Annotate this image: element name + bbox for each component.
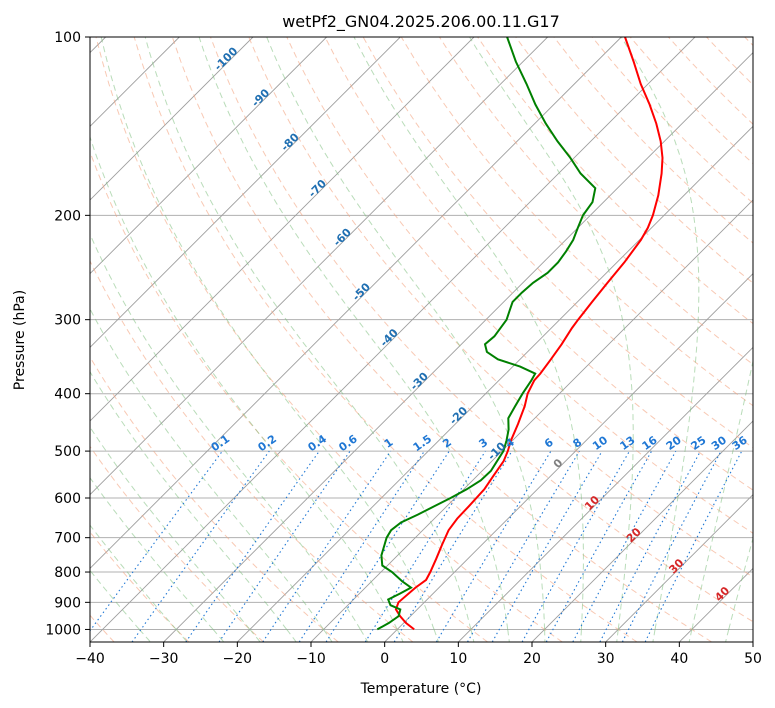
mixing-ratio-line bbox=[572, 450, 677, 642]
moist-adiabat-line bbox=[144, 37, 472, 630]
y-tick-label: 300 bbox=[54, 313, 81, 329]
moist-adiabat-line bbox=[266, 37, 546, 630]
plot-frame bbox=[89, 36, 754, 643]
y-tick-label: 900 bbox=[54, 595, 81, 611]
isotherm-line bbox=[90, 37, 696, 642]
moist-adiabat-line bbox=[90, 370, 288, 630]
moist-adiabat-line bbox=[353, 37, 584, 630]
y-tick-label: 1000 bbox=[45, 622, 81, 638]
y-tick-label: 500 bbox=[54, 444, 81, 460]
mixing-ratio-line bbox=[435, 450, 552, 642]
isotherm-line bbox=[90, 37, 254, 201]
moist-adiabat-line bbox=[212, 629, 225, 642]
x-axis: −40 −30 −20 −10 0 10 20 30 40 50 bbox=[75, 642, 762, 667]
moist-adiabat-line bbox=[396, 629, 404, 642]
mixing-ratio-line bbox=[185, 450, 320, 642]
moist-adiabat-line bbox=[90, 135, 398, 630]
mixing-ratio-line bbox=[325, 450, 450, 642]
moist-adiabat-line bbox=[90, 308, 324, 630]
moist-adiabat-line bbox=[616, 629, 619, 642]
isotherm-line bbox=[531, 420, 753, 642]
dry-adiabat-line bbox=[286, 37, 753, 534]
moist-adiabat-line bbox=[90, 426, 251, 630]
mixing-ratio-line bbox=[393, 450, 513, 642]
isotherm-line bbox=[90, 37, 401, 348]
isotherm-line bbox=[237, 125, 753, 642]
y-tick-label: 100 bbox=[54, 30, 81, 46]
moist-adiabat-line bbox=[139, 629, 152, 642]
x-tick-label: 50 bbox=[744, 651, 762, 667]
isotherm-line bbox=[384, 273, 753, 642]
dry-adiabat-line bbox=[210, 37, 753, 623]
mixing-ratio-line bbox=[364, 450, 486, 642]
y-tick-label: 600 bbox=[54, 491, 81, 507]
isotherm-line bbox=[458, 346, 753, 642]
x-tick-label: −40 bbox=[75, 651, 105, 667]
isotherm-line bbox=[90, 37, 475, 422]
isotherm-line bbox=[90, 37, 622, 569]
mixing-ratio-line bbox=[467, 450, 580, 642]
moist-adiabat-line bbox=[688, 629, 693, 642]
isotherm-line bbox=[90, 37, 548, 496]
moist-adiabat-line bbox=[728, 536, 753, 630]
dry-adiabat-line bbox=[95, 37, 563, 642]
moist-adiabat-line bbox=[90, 232, 361, 630]
profile-lines bbox=[376, 37, 664, 631]
dry-adiabat-line bbox=[90, 259, 414, 642]
mixing-ratio-line bbox=[599, 450, 701, 642]
dry-adiabat-line bbox=[171, 37, 712, 642]
background-lines bbox=[90, 37, 753, 642]
dry-adiabat-line bbox=[324, 37, 753, 491]
x-tick-label: 40 bbox=[670, 651, 688, 667]
moist-adiabat-line bbox=[652, 629, 656, 642]
moist-adiabat-line bbox=[198, 37, 509, 630]
y-tick-label: 700 bbox=[54, 531, 81, 547]
moist-adiabat-line bbox=[580, 629, 582, 642]
x-tick-label: 10 bbox=[449, 651, 467, 667]
moist-adiabat-line bbox=[433, 629, 440, 642]
y-tick-label: 800 bbox=[54, 565, 81, 581]
x-tick-label: 20 bbox=[523, 651, 541, 667]
y-tick-label: 400 bbox=[54, 387, 81, 403]
moist-adiabat-line bbox=[90, 569, 140, 630]
moist-adiabat-line bbox=[725, 629, 730, 642]
isotherm-line bbox=[605, 494, 753, 642]
y-tick-label: 200 bbox=[54, 208, 81, 224]
chart-title: wetPf2_GN04.2025.206.00.11.G17 bbox=[282, 12, 560, 32]
x-tick-label: −10 bbox=[296, 651, 326, 667]
moist-adiabat-line bbox=[470, 629, 475, 642]
y-axis-label: Pressure (hPa) bbox=[12, 290, 28, 390]
moist-adiabat-line bbox=[359, 629, 369, 642]
isotherm-line bbox=[90, 37, 327, 275]
dry-adiabat-line bbox=[90, 445, 264, 642]
moist-adiabat-line bbox=[90, 524, 177, 630]
moist-adiabat-line bbox=[469, 37, 634, 630]
moist-adiabat-line bbox=[249, 629, 261, 642]
x-tick-label: −30 bbox=[149, 651, 179, 667]
mixing-ratio-line bbox=[218, 450, 351, 642]
temperature-profile-line bbox=[394, 37, 664, 631]
x-axis-label: Temperature (°C) bbox=[360, 681, 482, 697]
dewpoint-profile-line bbox=[376, 37, 597, 631]
dry-adiabat-line bbox=[133, 37, 638, 642]
mixing-ratio-line bbox=[262, 450, 392, 642]
moist-adiabat-line bbox=[620, 37, 700, 630]
y-axis: 100 200 300 400 500 600 700 800 900 1000 bbox=[45, 30, 90, 638]
x-tick-label: 30 bbox=[597, 651, 615, 667]
x-tick-label: 0 bbox=[380, 651, 389, 667]
moist-adiabat-line bbox=[507, 629, 510, 642]
moist-adiabat-line bbox=[286, 629, 297, 642]
moist-adiabat-line bbox=[691, 358, 753, 630]
isotherm-line bbox=[163, 52, 753, 642]
dry-adiabat-line bbox=[248, 37, 753, 578]
x-tick-label: −20 bbox=[223, 651, 253, 667]
mixing-ratio-line bbox=[298, 450, 425, 642]
dry-adiabat-line bbox=[515, 37, 753, 284]
moist-adiabat-line bbox=[90, 476, 214, 630]
moist-adiabat-line bbox=[323, 629, 333, 642]
